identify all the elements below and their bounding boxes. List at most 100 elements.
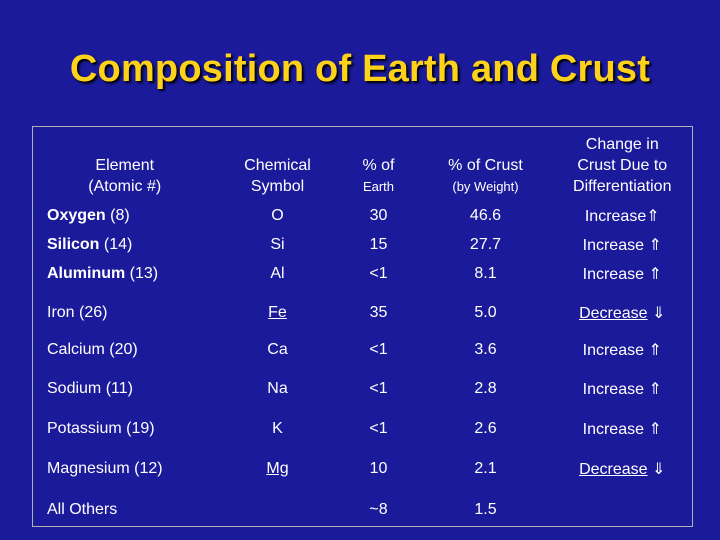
up-arrow-icon: ⇑ [648,235,662,254]
atomic-number: (8) [110,206,130,224]
change-cell: Increase ⇑ [553,260,693,289]
element-cell: Sodium (11) [33,364,217,414]
element-name: Iron [47,303,75,321]
element-name: All Others [47,500,118,518]
table-row: All Others ~8 1.5 [33,494,693,527]
header-element: Element (Atomic #) [33,127,217,201]
header-symbol: Chemical Symbol [217,127,339,201]
crust-percent-cell: 8.1 [474,265,497,282]
up-arrow-icon: ⇑ [646,205,660,225]
up-arrow-icon: ⇑ [648,340,662,359]
element-name: Potassium [47,419,122,437]
symbol-cell: Al [270,265,285,282]
change-label: Increase [582,420,644,438]
change-label: Increase [584,207,647,225]
header-element-line1: Element [95,156,155,174]
change-label: Increase [582,266,644,283]
element-name: Calcium [47,341,105,358]
element-cell: All Others [33,494,217,527]
crust-percent-cell: 3.6 [474,341,497,358]
up-arrow-icon: ⇑ [648,378,662,398]
crust-percent-cell: 27.7 [469,236,502,253]
atomic-number: (19) [126,419,155,437]
earth-percent-cell: <1 [369,379,388,397]
element-cell: Oxygen (8) [33,201,217,231]
earth-percent-cell: 30 [369,206,388,224]
header-symbol-line2: Symbol [250,177,305,195]
change-cell [553,494,693,527]
table-header-row: Element (Atomic #) Chemical Symbol % of … [33,127,693,201]
change-cell: Increase ⇑ [553,231,693,260]
atomic-number: (14) [103,236,133,253]
change-label: Increase [582,342,644,359]
earth-percent-cell: <1 [369,341,388,358]
symbol-cell: Na [267,379,288,397]
element-name: Oxygen [47,206,106,224]
change-label: Increase [582,237,644,254]
down-arrow-icon: ⇓ [652,302,666,322]
change-cell: Decrease ⇓ [553,289,693,337]
change-cell: Increase ⇑ [553,364,693,414]
atomic-number: (12) [134,459,163,477]
crust-percent-cell: 46.6 [469,206,502,224]
change-cell: Increase ⇑ [553,337,693,364]
symbol-cell: Fe [268,303,287,321]
crust-percent-cell: 1.5 [474,500,497,518]
element-cell: Calcium (20) [33,337,217,364]
symbol-cell [217,494,339,527]
element-name: Aluminum [47,265,126,282]
earth-percent-cell: <1 [369,419,388,437]
symbol-cell: O [271,206,284,224]
change-cell: Increase ⇑ [553,414,693,444]
crust-percent-cell: 2.6 [474,419,497,437]
up-arrow-icon: ⇑ [648,418,662,438]
atomic-number: (13) [129,265,159,282]
header-element-line2: (Atomic #) [88,177,162,195]
earth-percent-cell: 35 [369,303,388,321]
table-row: Calcium (20) Ca <1 3.6 Increase ⇑ [33,337,693,364]
crust-percent-cell: 2.8 [474,379,497,397]
header-change: Change in Crust Due to Differentiation [553,127,693,201]
up-arrow-icon: ⇑ [648,264,662,283]
composition-table: Element (Atomic #) Chemical Symbol % of … [32,126,693,527]
change-label: Decrease [579,304,648,322]
change-cell: Decrease ⇓ [553,444,693,494]
table-row: Oxygen (8) O 30 46.6 Increase⇑ [33,201,693,231]
table-row: Magnesium (12) Mg 10 2.1 Decrease ⇓ [33,444,693,494]
crust-percent-cell: 2.1 [474,459,497,477]
change-label: Increase [582,380,644,398]
element-cell: Aluminum (13) [33,260,217,289]
symbol-cell: Mg [266,459,289,477]
down-arrow-icon: ⇓ [652,458,666,478]
header-crust-line2: (by Weight) [452,178,519,194]
element-name: Silicon [47,236,100,253]
table-row: Silicon (14) Si 15 27.7 Increase ⇑ [33,231,693,260]
atomic-number: (26) [79,303,108,321]
header-earth: % of Earth [339,127,419,201]
header-earth-line2: Earth [362,178,395,194]
table-row: Iron (26) Fe 35 5.0 Decrease ⇓ [33,289,693,337]
earth-percent-cell: <1 [369,265,388,282]
header-earth-line1: % of [362,156,395,174]
table-row: Potassium (19) K <1 2.6 Increase ⇑ [33,414,693,444]
earth-percent-cell: ~8 [369,500,388,518]
earth-percent-cell: 10 [369,459,388,477]
atomic-number: (20) [109,341,138,358]
symbol-cell: Ca [267,341,288,358]
change-cell: Increase⇑ [553,201,693,231]
element-cell: Silicon (14) [33,231,217,260]
header-change-line2: Crust Due to [577,156,668,174]
element-name: Sodium [47,379,102,397]
crust-percent-cell: 5.0 [474,303,497,321]
header-crust: % of Crust (by Weight) [419,127,553,201]
atomic-number: (11) [105,379,133,397]
change-label: Decrease [579,460,648,478]
symbol-cell: K [272,419,283,437]
earth-percent-cell: 15 [369,236,388,253]
element-cell: Magnesium (12) [33,444,217,494]
header-symbol-line1: Chemical [244,156,311,174]
header-crust-line1: % of Crust [448,156,523,174]
element-cell: Iron (26) [33,289,217,337]
element-cell: Potassium (19) [33,414,217,444]
table-row: Sodium (11) Na <1 2.8 Increase ⇑ [33,364,693,414]
